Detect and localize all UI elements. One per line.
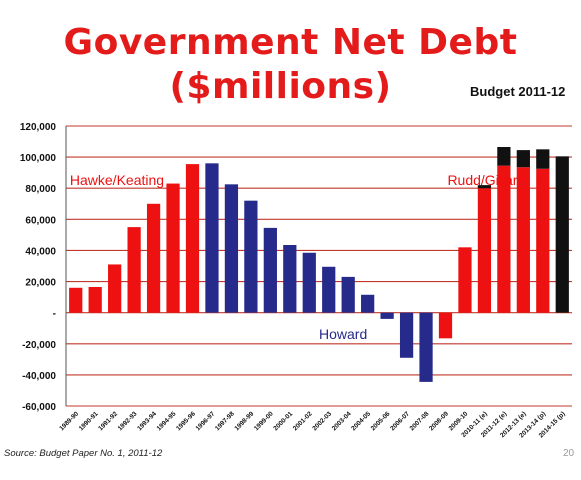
page-number: 20 [563,448,575,459]
x-tick-label: 1994-95 [156,410,178,432]
x-tick-label: 1998-99 [233,410,255,432]
bar [497,165,511,313]
y-tick-label: -60,000 [22,402,56,413]
bar [536,168,550,313]
y-tick-label: - [53,309,56,320]
bar [244,200,258,313]
bar [263,227,277,313]
bar-stack-extra [497,147,511,166]
x-tick-label: 2000-01 [272,410,294,432]
bar-stack-extra [536,149,550,169]
y-tick-label: 60,000 [25,215,56,226]
x-tick-label: 1997-98 [214,410,236,432]
slide-title: Government Net Debt [63,22,518,63]
bar [380,312,394,319]
bar [419,312,433,382]
bar-stack-extra [516,150,530,168]
x-tick-label: 1990-91 [78,410,100,432]
y-tick-label: -40,000 [22,371,56,382]
y-tick-label: 80,000 [25,184,56,195]
x-tick-label: 1996-97 [195,410,217,432]
bar [88,287,102,313]
source-note: Source: Budget Paper No. 1, 2011-12 [4,448,163,459]
bar [302,252,316,313]
x-tick-label: 2008-09 [428,410,450,432]
x-tick-label: 1999-00 [253,410,275,432]
chart-annotation: Rudd/Gillard [447,172,525,188]
x-tick-label: 1989-90 [58,410,80,432]
bar-stack-extra [477,185,492,189]
bar [108,264,122,313]
chart-annotation: Hawke/Keating [70,172,164,188]
y-tick-label: 100,000 [20,153,57,164]
bar [341,276,355,313]
y-tick-label: 40,000 [25,246,56,257]
bar [477,188,492,313]
bar [361,294,375,313]
bar [399,312,414,358]
bar-stack-extra [555,156,569,313]
x-tick-label: 2005-06 [370,410,392,432]
chart-annotation: Howard [319,326,367,342]
budget-label: Budget 2011-12 [470,84,566,99]
bar [438,312,453,339]
bar [185,164,200,313]
x-tick-label: 1992-93 [117,410,139,432]
bar [69,287,83,313]
slide-title-units: ($millions) [169,66,392,107]
bar [127,227,141,313]
x-tick-label: 2006-07 [389,410,411,432]
x-tick-label: 1993-94 [136,410,158,432]
bar [146,203,161,313]
bar [224,184,239,313]
x-tick-label: 2001-02 [292,410,314,432]
bar [205,163,219,313]
bar [322,266,336,313]
y-tick-label: 20,000 [25,278,56,289]
x-tick-label: 1995-96 [175,410,197,432]
x-tick-label: 2002-03 [311,410,333,432]
bar [283,245,297,313]
y-tick-label: 120,000 [20,122,57,133]
x-tick-label: 2004-05 [350,410,372,432]
x-tick-label: 2003-04 [331,410,353,432]
bar [166,183,180,313]
x-tick-label: 2007-08 [409,410,431,432]
bar [458,247,472,313]
x-tick-label: 1991-92 [97,410,119,432]
y-tick-label: -20,000 [22,340,56,351]
bar [516,167,530,313]
